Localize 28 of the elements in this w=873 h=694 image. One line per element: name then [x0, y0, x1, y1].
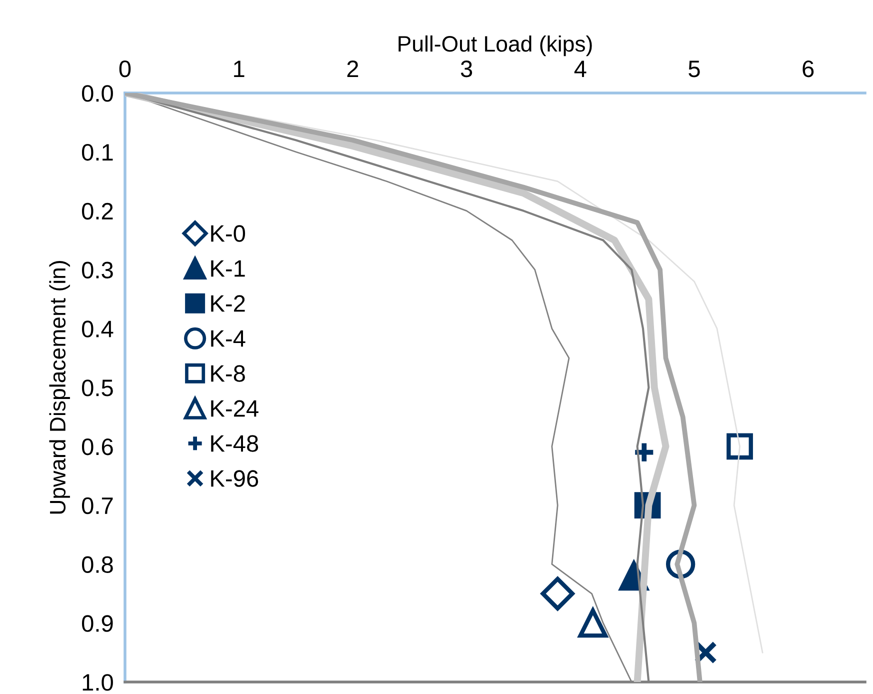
legend-label: K-4 [211, 330, 246, 347]
x-tick-label: 4 [574, 60, 586, 77]
y-tick-label: 0.3 [82, 262, 113, 278]
y-tick-label: 0.8 [82, 556, 113, 573]
y-tick-label: 0.4 [82, 320, 114, 338]
y-tick-label: 0.2 [82, 202, 113, 220]
y-tick-label: 1.0 [82, 674, 113, 691]
legend-label: K-8 [211, 365, 245, 382]
legend-label: K-24 [211, 400, 258, 417]
x-tick-label: 1 [234, 60, 244, 77]
y-tick-label: 0.1 [82, 144, 113, 161]
x-tick-label: 3 [460, 60, 472, 78]
y-tick-label: 0.7 [82, 497, 113, 514]
y-axis-title: Upward Displacement (in) [49, 261, 70, 514]
x-tick-label: 2 [347, 60, 358, 77]
legend-label: K-1 [211, 260, 245, 277]
x-tick-label: 5 [688, 60, 700, 78]
legend-label: K-96 [211, 470, 258, 487]
x-axis-title: Pull-Out Load (kips) [398, 35, 592, 56]
legend-label: K-0 [211, 225, 246, 242]
y-tick-label: 0.5 [82, 380, 113, 396]
x-tick-label: 0 [119, 60, 131, 78]
legend-label: K-48 [211, 435, 258, 452]
legend-label: K-2 [211, 295, 245, 312]
x-tick-label: 6 [802, 60, 814, 78]
y-tick-label: 0.6 [82, 438, 113, 456]
y-tick-label: 0.0 [82, 85, 113, 102]
y-tick-label: 0.9 [82, 615, 113, 632]
